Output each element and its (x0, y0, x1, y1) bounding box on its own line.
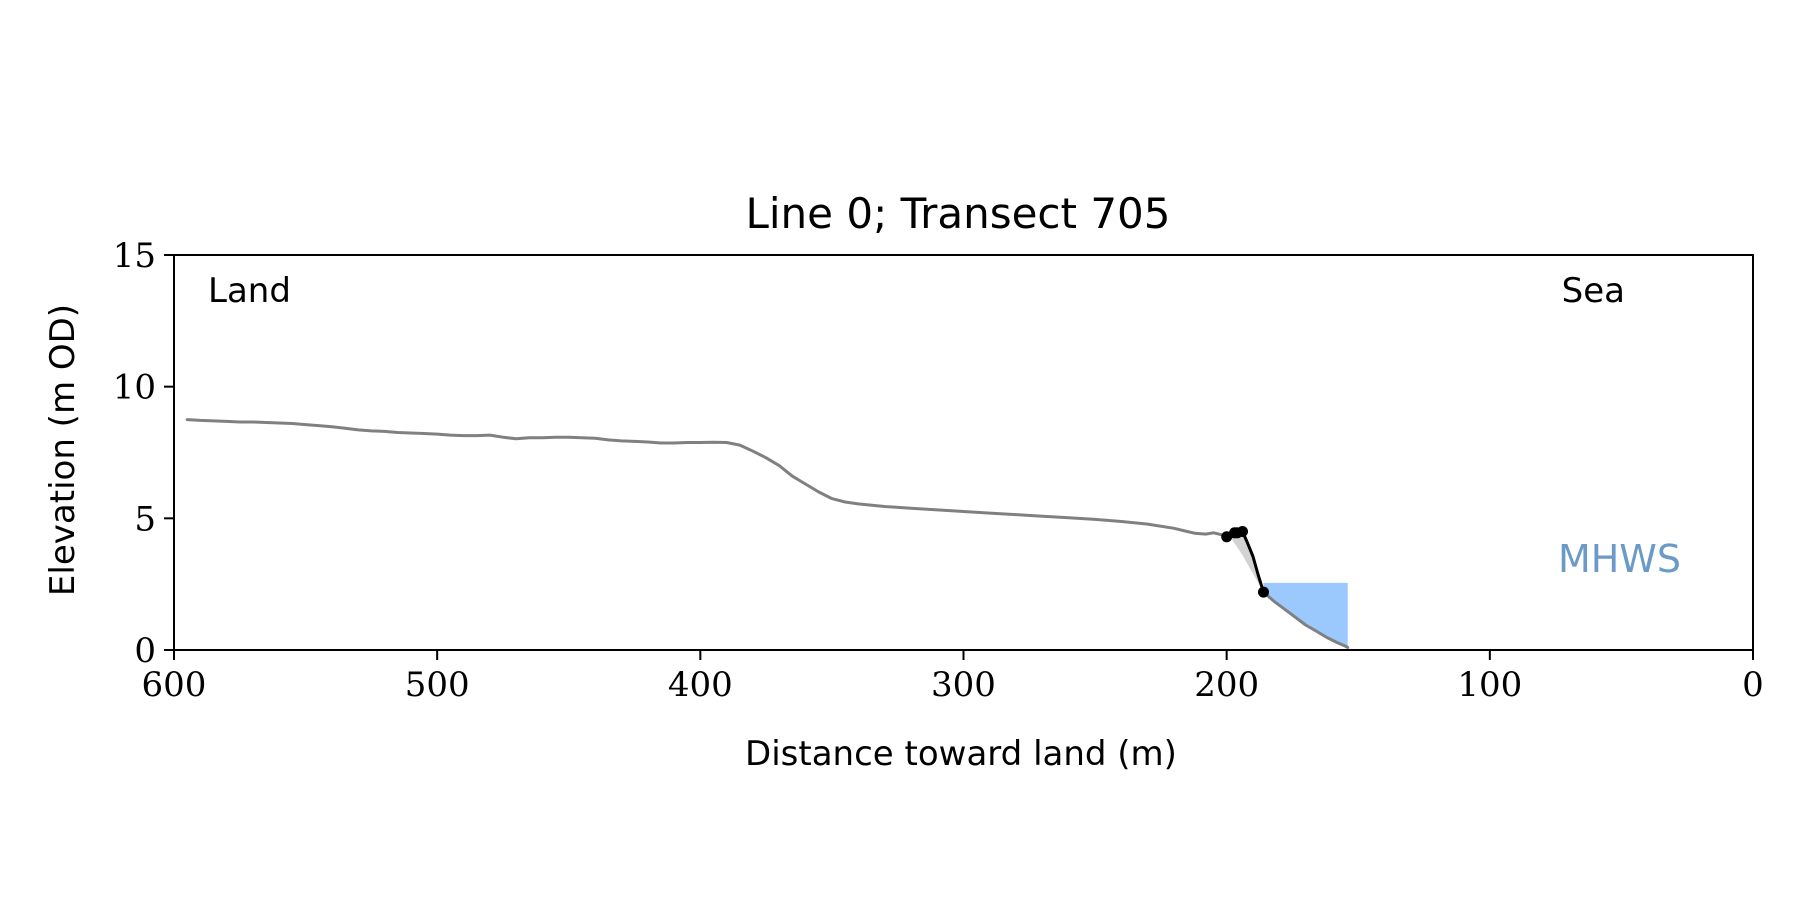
axes: 600 500 400 300 200 100 0 0 5 10 15 (113, 236, 1764, 705)
x-tick-label: 100 (1457, 665, 1522, 705)
plot-frame (173, 254, 1754, 651)
water-area (1263, 582, 1348, 648)
y-axis-label: Elevation (m OD) (43, 304, 83, 596)
x-tick-label: 500 (405, 665, 470, 705)
x-tick-label: 400 (668, 665, 733, 705)
land-label: Land (208, 271, 291, 311)
x-axis-label: Distance toward land (m) (745, 734, 1177, 774)
y-tick-label: 10 (113, 368, 156, 408)
x-tick-label: 0 (1742, 665, 1764, 705)
cliff-point (1237, 526, 1248, 537)
mhws-label: MHWS (1558, 537, 1681, 581)
sea-label: Sea (1562, 271, 1625, 311)
x-tick-label: 200 (1194, 665, 1259, 705)
cliff-point (1258, 586, 1269, 598)
y-tick-label: 15 (113, 236, 156, 276)
profile-line-land (185, 418, 1229, 539)
x-tick-label: 300 (931, 665, 996, 705)
x-tick-label: 600 (142, 665, 207, 705)
y-tick-label: 5 (134, 499, 156, 539)
chart-title: Line 0; Transect 705 (745, 189, 1170, 238)
y-tick-label: 0 (134, 631, 156, 671)
plot-area (185, 418, 1350, 649)
cliff-face-line (1225, 530, 1265, 594)
profile-line-sea (1262, 590, 1350, 649)
